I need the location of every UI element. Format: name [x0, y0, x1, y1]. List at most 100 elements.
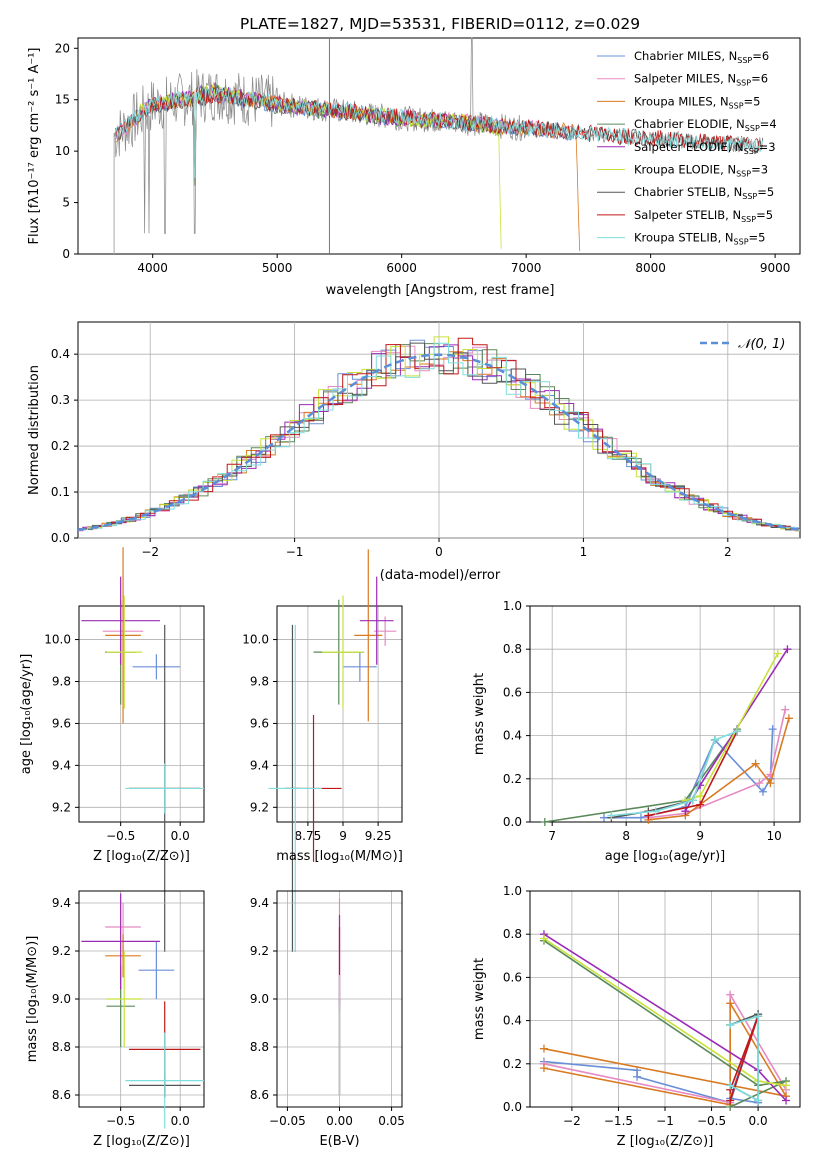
- legend-value: =6: [752, 49, 769, 63]
- legend-label-5: Kroupa ELODIE, NSSP=3: [634, 163, 768, 179]
- point-marker: [784, 714, 793, 723]
- y-tick-label: 10.0: [242, 633, 269, 647]
- legend-value: =5: [757, 185, 774, 199]
- legend-label-8: Kroupa STELIB, NSSP=5: [634, 231, 765, 247]
- legend-subscript: SSP: [744, 147, 759, 156]
- legend-label-0: Chabrier MILES, NSSP=6: [634, 49, 769, 65]
- point-marker: [651, 807, 660, 816]
- y-tick-label: 0.0: [503, 1100, 522, 1114]
- y-tick-label: 0.2: [51, 439, 70, 453]
- panel-frame: [529, 890, 801, 1108]
- x-axis-label: E(B-V): [319, 1134, 359, 1149]
- x-tick-label: 0.0: [171, 829, 190, 843]
- panel-frame: [78, 890, 205, 1108]
- residual-histogram-3: [78, 343, 800, 531]
- y-tick-label: 8.8: [250, 1040, 269, 1054]
- y-axis-label: mass weight: [472, 958, 487, 1040]
- legend-subscript: SSP: [734, 238, 749, 247]
- spectrum-panel: 4000 5000 6000 7000 8000 9000 0 5 10 15 20 Chabrie…: [27, 37, 801, 298]
- y-tick-label: 1.0: [503, 599, 522, 613]
- legend-value: =5: [756, 208, 773, 222]
- y-tick-label: 9.4: [52, 896, 71, 910]
- spectrum-legend: Chabrier MILES, NSSP=6 Salpeter MILES, NS…: [597, 49, 777, 247]
- panel-mass_vs_EBV: −0.05 0.00 0.05 8.6 8.8 9.0 9.2 9.4 E(B-V): [250, 890, 405, 1149]
- point-marker: [782, 1081, 791, 1090]
- y-tick-label: 8.6: [52, 1088, 71, 1102]
- point-marker: [751, 759, 760, 768]
- normal-curve: [77, 353, 801, 532]
- residuals-histograms: [78, 336, 800, 532]
- x-tick-label: −0.5: [106, 829, 135, 843]
- legend-value: =3: [751, 163, 768, 177]
- legend-label-4: Salpeter ELODIE, NSSP=3: [634, 140, 776, 156]
- parameter-panels: −0.5 0.09.29.49.69.810.0Z [log₁₀(Z/Z⊙)]ag…: [19, 547, 801, 1149]
- point-marker: [539, 934, 548, 943]
- x-tick-label: 7: [548, 829, 556, 843]
- y-axis-label: mass weight: [472, 673, 487, 755]
- point-marker: [759, 787, 768, 796]
- residuals-panel: −2 −1 0 1 2 0.0 0.1 0.2 0.3 0.4 𝒩(0, 1) (data-mod…: [27, 321, 801, 583]
- spectrum-xlabel: wavelength [Angstrom, rest frame]: [326, 283, 555, 298]
- y-tick-label: 0.4: [51, 347, 70, 361]
- point-marker: [710, 735, 719, 744]
- residual-histogram-8: [78, 342, 800, 531]
- y-tick-label: 0.6: [503, 970, 522, 984]
- point-marker: [539, 1064, 548, 1073]
- y-tick-label: 9.4: [250, 896, 269, 910]
- x-tick-label: 8.75: [295, 829, 322, 843]
- x-tick-label: −0.5: [106, 1114, 135, 1128]
- y-tick-label: 9.0: [52, 992, 71, 1006]
- y-tick-label: 9.2: [250, 944, 269, 958]
- point-marker: [539, 1044, 548, 1053]
- x-tick-label: −1: [656, 1114, 674, 1128]
- x-tick-label: 9: [696, 829, 704, 843]
- residual-histogram-5: [78, 336, 800, 531]
- legend-subscript: SSP: [737, 56, 752, 65]
- x-axis-label: Z [log₁₀(Z/Z⊙)]: [617, 1134, 714, 1149]
- point-marker: [696, 792, 705, 801]
- x-tick-label: −0.5: [697, 1114, 726, 1128]
- legend-label-6: Chabrier STELIB, NSSP=5: [634, 185, 774, 201]
- x-tick-label: 1: [580, 545, 588, 559]
- legend-value: =6: [751, 72, 768, 86]
- residuals-axes: −2 −1 0 1 2 0.0 0.1 0.2 0.3 0.4: [51, 347, 732, 559]
- legend-value: =3: [759, 140, 776, 154]
- panel-age_vs_mass: 8.75 9 9.25 9.2 9.4 9.6 9.8 10.0 mass [log₁₀(M/M…: [242, 549, 403, 953]
- point-marker: [754, 1012, 763, 1021]
- point-marker: [726, 1096, 735, 1105]
- point-marker: [755, 779, 764, 788]
- y-axis-label: mass [log₁₀(M/M⊙)]: [25, 936, 40, 1063]
- point-marker: [636, 813, 645, 822]
- x-tick-label: 9.25: [365, 829, 392, 843]
- model-spectrum-7: [114, 86, 763, 174]
- y-tick-label: 20: [55, 41, 70, 55]
- point-marker: [766, 779, 775, 788]
- legend-label-7: Salpeter STELIB, NSSP=5: [634, 208, 773, 224]
- x-tick-label: 0.0: [171, 1114, 190, 1128]
- point-marker: [782, 1096, 791, 1105]
- panel-frame: [78, 605, 205, 823]
- y-tick-label: 15: [55, 93, 70, 107]
- x-axis-label: mass [log₁₀(M/M⊙)]: [276, 849, 403, 864]
- x-tick-label: 0.0: [749, 1114, 768, 1128]
- legend-subscript: SSP: [741, 215, 756, 224]
- point-marker: [540, 818, 549, 826]
- x-tick-label: 10: [766, 829, 781, 843]
- legend-normal-label: 𝒩(0, 1): [738, 337, 785, 352]
- panel-massweight_vs_Z: −2 −1.5 −1 −0.5 0.0 0.0 0.2 0.4 0.6 0.8 1.0 Z [log₁…: [472, 884, 801, 1149]
- y-tick-label: 9.8: [52, 674, 71, 688]
- panel-mass_vs_Z: −0.5 0.0 8.6 8.8 9.0 9.2 9.4 Z [log₁₀(Z/Z⊙)] mas…: [25, 890, 205, 1149]
- x-tick-label: 0.00: [326, 1114, 353, 1128]
- y-tick-label: 0.8: [503, 642, 522, 656]
- y-tick-label: 8.6: [250, 1088, 269, 1102]
- legend-subscript: SSP: [736, 170, 751, 179]
- y-tick-label: 9.2: [250, 800, 269, 814]
- residuals-xlabel: (data-model)/error: [380, 568, 501, 583]
- normal-distribution-curve: [77, 353, 801, 532]
- y-tick-label: 0.3: [51, 393, 70, 407]
- point-marker: [726, 999, 735, 1008]
- y-tick-label: 0.4: [503, 1014, 522, 1028]
- y-tick-label: 0.0: [51, 531, 70, 545]
- y-tick-label: 0: [62, 247, 70, 261]
